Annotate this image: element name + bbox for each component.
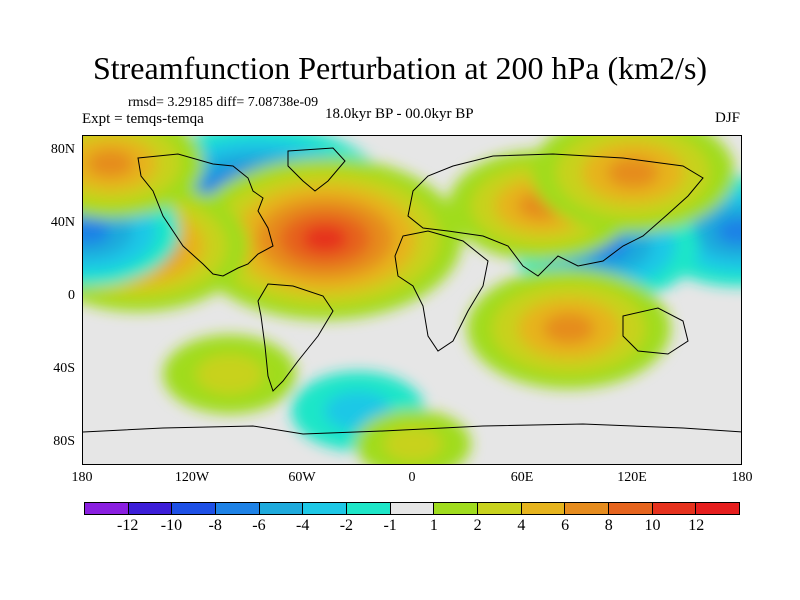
y-tick-label: 80S: [53, 434, 75, 449]
field-feature: [354, 409, 472, 464]
colorbar-box: [696, 503, 740, 514]
field-feature: [162, 334, 297, 414]
period-label: 18.0kyr BP - 00.0kyr BP: [325, 106, 474, 122]
coastlines: [83, 147, 741, 435]
colorbar-label: 2: [473, 517, 482, 534]
y-tick-label: 80N: [50, 142, 75, 157]
stats-label: rmsd= 3.29185 diff= 7.08738e-09: [128, 95, 319, 110]
colorbar-label: 10: [644, 517, 661, 534]
colorbar-box: [303, 503, 348, 514]
colorbar-label: -1: [383, 517, 397, 534]
colorbar-box: [128, 503, 173, 514]
field-feature: [531, 136, 735, 234]
x-tick-label: 120E: [617, 470, 647, 485]
y-tick-label: 0: [68, 288, 75, 303]
colorbar-label: 12: [688, 517, 705, 534]
colorbar-box: [609, 503, 653, 514]
coast-antarctica: [83, 423, 741, 435]
coast-australia: [622, 307, 689, 355]
colorbar-box: [652, 503, 697, 514]
field-feature: [83, 136, 204, 219]
colorbar-box: [259, 503, 304, 514]
colorbar-label: 8: [604, 517, 613, 534]
colorbar-label: -6: [252, 517, 266, 534]
field-feature: [466, 268, 671, 389]
x-tick-label: 60E: [510, 470, 534, 485]
streamfunction-field: [83, 136, 741, 464]
coast-eurasia: [407, 153, 704, 277]
season-label: DJF: [714, 110, 740, 126]
x-tick-label: 0: [408, 470, 416, 485]
field-feature: [187, 157, 463, 320]
colorbar-box: [172, 503, 217, 514]
colorbar-box: [478, 503, 522, 514]
field-contour: [196, 354, 264, 395]
field-contour: [607, 157, 659, 188]
coast-north-america: [137, 153, 274, 277]
field-contour: [302, 225, 348, 253]
y-tick-label: 40N: [50, 215, 75, 230]
chart-title: Streamfunction Perturbation at 200 hPa (…: [92, 50, 708, 86]
colorbar-label: -4: [295, 517, 310, 534]
colorbar-box: [216, 503, 260, 514]
x-tick-label: 180: [731, 470, 753, 485]
colorbar-label: 4: [517, 517, 526, 534]
colorbar-label: 1: [429, 517, 438, 534]
colorbar-box: [565, 503, 610, 514]
colorbar: [84, 502, 740, 515]
field-contour: [543, 313, 595, 344]
colorbar-box: [434, 503, 479, 514]
x-tick-label: 60W: [288, 470, 316, 485]
experiment-label: Expt = temqs-temqa: [82, 111, 204, 127]
map-plot-area: [82, 135, 742, 465]
colorbar-label: 6: [561, 517, 570, 534]
colorbar-box: [347, 503, 391, 514]
colorbar-box: [85, 503, 129, 514]
field-contour: [383, 426, 443, 462]
colorbar-label: -12: [117, 517, 139, 534]
coast-south-america: [257, 283, 334, 392]
colorbar-box: [521, 503, 566, 514]
x-tick-label: 180: [71, 470, 93, 485]
map-svg: [83, 136, 741, 464]
y-tick-label: 40S: [53, 361, 75, 376]
coast-africa: [394, 230, 489, 352]
x-tick-label: 120W: [174, 470, 210, 485]
colorbar-label: -2: [339, 517, 354, 534]
colorbar-label: -10: [160, 517, 183, 534]
field-contour: [87, 149, 134, 178]
field-contour: [83, 217, 110, 246]
field-contour: [716, 217, 741, 246]
colorbar-box: [390, 503, 435, 514]
colorbar-label: -8: [208, 517, 222, 534]
coast-greenland: [287, 147, 346, 192]
